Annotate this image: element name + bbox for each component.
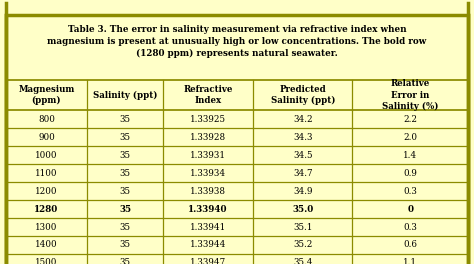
- Text: 1.33941: 1.33941: [190, 223, 226, 232]
- Text: 1.33934: 1.33934: [190, 169, 226, 178]
- Text: 34.5: 34.5: [293, 151, 312, 160]
- Text: Table 3. The error in salinity measurement via refractive index when
magnesium i: Table 3. The error in salinity measureme…: [47, 25, 427, 58]
- Text: Relative
Error in
Salinity (%): Relative Error in Salinity (%): [382, 79, 438, 111]
- Bar: [6, 218, 468, 236]
- Text: Salinity (ppt): Salinity (ppt): [93, 91, 157, 100]
- Text: 35: 35: [119, 151, 130, 160]
- Text: 0.3: 0.3: [403, 187, 417, 196]
- Text: 0: 0: [407, 205, 413, 214]
- Text: 35: 35: [119, 187, 130, 196]
- Text: 0.6: 0.6: [403, 241, 417, 249]
- Bar: [6, 128, 468, 146]
- Bar: [6, 254, 468, 264]
- Text: 2.2: 2.2: [403, 115, 417, 124]
- Text: 35: 35: [119, 223, 130, 232]
- Text: 35: 35: [119, 258, 130, 264]
- Bar: [6, 110, 468, 128]
- Bar: [6, 200, 468, 218]
- Text: 1000: 1000: [35, 151, 58, 160]
- Text: 1.1: 1.1: [403, 258, 417, 264]
- Text: 34.3: 34.3: [293, 133, 312, 142]
- Text: Magnesium
(ppm): Magnesium (ppm): [18, 85, 75, 105]
- Text: 0.3: 0.3: [403, 223, 417, 232]
- Text: 35.1: 35.1: [293, 223, 312, 232]
- Text: 1.33925: 1.33925: [190, 115, 226, 124]
- Text: 35.0: 35.0: [292, 205, 313, 214]
- Bar: [6, 236, 468, 254]
- Text: 34.7: 34.7: [293, 169, 312, 178]
- Bar: [6, 80, 468, 110]
- Text: 1300: 1300: [36, 223, 58, 232]
- Text: 35: 35: [119, 115, 130, 124]
- Text: 900: 900: [38, 133, 55, 142]
- Bar: [6, 146, 468, 164]
- Text: 2.0: 2.0: [403, 133, 417, 142]
- Text: 1.33938: 1.33938: [190, 187, 226, 196]
- Text: Predicted
Salinity (ppt): Predicted Salinity (ppt): [271, 85, 335, 105]
- Bar: [6, 182, 468, 200]
- Text: 35.2: 35.2: [293, 241, 312, 249]
- Text: 800: 800: [38, 115, 55, 124]
- Text: Refractive
Index: Refractive Index: [183, 85, 233, 105]
- Text: 1280: 1280: [35, 205, 59, 214]
- Text: 34.9: 34.9: [293, 187, 312, 196]
- Bar: [6, 3, 468, 80]
- Text: 35: 35: [119, 241, 130, 249]
- Text: 1.33931: 1.33931: [190, 151, 226, 160]
- Text: 35: 35: [119, 133, 130, 142]
- Bar: [6, 164, 468, 182]
- Text: 1.33928: 1.33928: [190, 133, 226, 142]
- Text: 1.33944: 1.33944: [190, 241, 226, 249]
- Text: 1.33947: 1.33947: [190, 258, 226, 264]
- Text: 1.4: 1.4: [403, 151, 417, 160]
- Text: 35: 35: [119, 169, 130, 178]
- Text: 35: 35: [119, 205, 131, 214]
- Text: 1200: 1200: [35, 187, 58, 196]
- Text: 0.9: 0.9: [403, 169, 417, 178]
- Text: 1400: 1400: [35, 241, 58, 249]
- Text: 1500: 1500: [36, 258, 58, 264]
- Text: 35.4: 35.4: [293, 258, 312, 264]
- Text: 1.33940: 1.33940: [188, 205, 228, 214]
- Text: 34.2: 34.2: [293, 115, 312, 124]
- Text: 1100: 1100: [35, 169, 58, 178]
